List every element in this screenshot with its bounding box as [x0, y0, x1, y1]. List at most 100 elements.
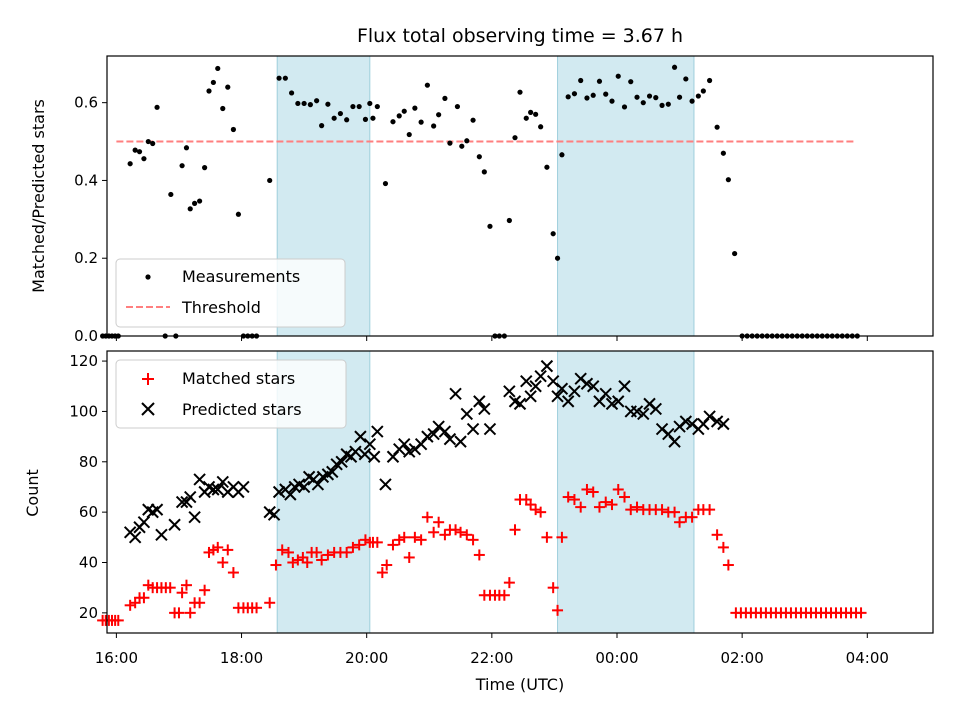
matched-star-point	[138, 592, 150, 604]
measurement-point	[487, 223, 493, 229]
measurement-point	[695, 93, 701, 99]
matched-star-point	[556, 531, 568, 543]
matched-star-point	[112, 614, 124, 626]
measurement-point	[659, 102, 665, 108]
matched-star-point	[381, 559, 393, 571]
bottom-panel-frame	[106, 350, 934, 634]
matched-star-point	[428, 526, 440, 538]
measurement-point	[374, 103, 380, 110]
measurement-point	[615, 73, 621, 79]
matched-star-point	[124, 599, 136, 611]
predicted-star-point	[466, 422, 480, 436]
measurement-point	[127, 161, 133, 167]
measurement-point	[187, 206, 193, 212]
predicted-star-point	[438, 425, 452, 438]
matched-star-point	[376, 567, 388, 579]
top-shaded-interval-2	[557, 55, 695, 337]
predicted-star-point	[237, 480, 250, 494]
matched-star-point	[398, 531, 410, 543]
matched-star-point	[612, 483, 624, 495]
measurement-point	[554, 255, 561, 261]
measurement-point	[141, 156, 147, 162]
measurement-point	[362, 116, 369, 122]
matched-star-point	[509, 524, 521, 536]
matched-star-point	[270, 559, 282, 571]
bottom-ytick-label: 40	[79, 554, 98, 572]
x-axis-label: Time (UTC)	[475, 675, 564, 694]
measurement-point	[689, 98, 695, 104]
predicted-star-point	[555, 382, 569, 395]
measurement-point	[481, 169, 487, 175]
legend-predicted-marker	[141, 402, 155, 416]
xtick-label: 18:00	[220, 649, 263, 667]
matched-star-point	[525, 499, 537, 511]
measurement-point	[538, 124, 544, 130]
matched-star-point	[855, 607, 867, 619]
measurement-point	[442, 95, 448, 101]
predicted-star-point	[599, 387, 612, 401]
measurement-point	[202, 165, 208, 171]
matched-star-point	[606, 499, 618, 511]
top-panel-frame	[106, 55, 934, 337]
measurement-point	[154, 104, 160, 110]
predicted-star-point	[630, 405, 644, 418]
matched-star-point	[473, 549, 485, 561]
matched-star-point	[461, 529, 473, 541]
matched-star-point	[409, 531, 421, 543]
measurement-point	[401, 108, 407, 114]
predicted-star-point	[529, 380, 542, 393]
predicted-star-point	[703, 410, 716, 423]
matched-star-point	[503, 577, 515, 589]
predicted-star-point	[679, 415, 693, 428]
matched-star-point	[287, 557, 299, 568]
measurement-point	[331, 115, 337, 121]
measurement-point	[192, 200, 198, 206]
predicted-star-point	[354, 430, 367, 443]
matched-star-point	[353, 539, 365, 551]
matched-star-point	[552, 604, 564, 616]
matched-star-point	[276, 544, 288, 556]
measurement-point	[350, 103, 356, 110]
predicted-star-point	[421, 430, 434, 443]
measurement-point	[267, 177, 273, 184]
predicted-star-point	[168, 518, 181, 531]
measurement-point	[132, 147, 138, 153]
legend-matched-label: Matched stars	[182, 369, 295, 388]
matched-star-point	[199, 584, 211, 596]
top-ytick-label: 0.6	[74, 94, 98, 112]
predicted-star-point	[398, 437, 411, 451]
measurement-point	[197, 198, 203, 204]
measurement-point	[230, 126, 237, 133]
predicted-star-point	[612, 395, 625, 408]
measurement-point	[406, 131, 412, 138]
legend-predicted-label: Predicted stars	[182, 400, 302, 419]
predicted-star-point	[580, 377, 594, 390]
matched-star-point	[415, 534, 427, 546]
chart-title: Flux total observing time = 3.67 h	[357, 25, 683, 47]
predicted-star-point	[335, 455, 348, 468]
predicted-star-point	[473, 395, 486, 408]
predicted-star-point	[207, 483, 220, 496]
matched-star-point	[393, 534, 405, 546]
matched-star-point	[421, 511, 433, 523]
matched-star-point	[686, 511, 698, 523]
measurement-point	[603, 91, 609, 97]
matched-star-point	[341, 546, 353, 558]
bottom-legend: Matched stars Predicted stars	[115, 359, 347, 429]
xtick-label: 16:00	[95, 649, 138, 667]
top-legend: Measurements Threshold	[115, 258, 346, 328]
predicted-star-point	[460, 407, 474, 421]
bottom-shaded-interval-2	[557, 350, 695, 634]
predicted-star-point	[618, 380, 631, 393]
predicted-star-point	[637, 407, 650, 421]
predicted-star-point	[503, 385, 516, 398]
xtick-label: 00:00	[595, 649, 638, 667]
measurement-point	[700, 88, 706, 94]
measurement-point	[168, 191, 174, 198]
matched-star-point	[217, 557, 229, 568]
measurement-point	[476, 154, 482, 160]
matched-star-point	[403, 551, 415, 563]
predicted-star-point	[478, 402, 491, 416]
measurement-point	[382, 180, 389, 187]
measurement-point	[544, 164, 550, 170]
